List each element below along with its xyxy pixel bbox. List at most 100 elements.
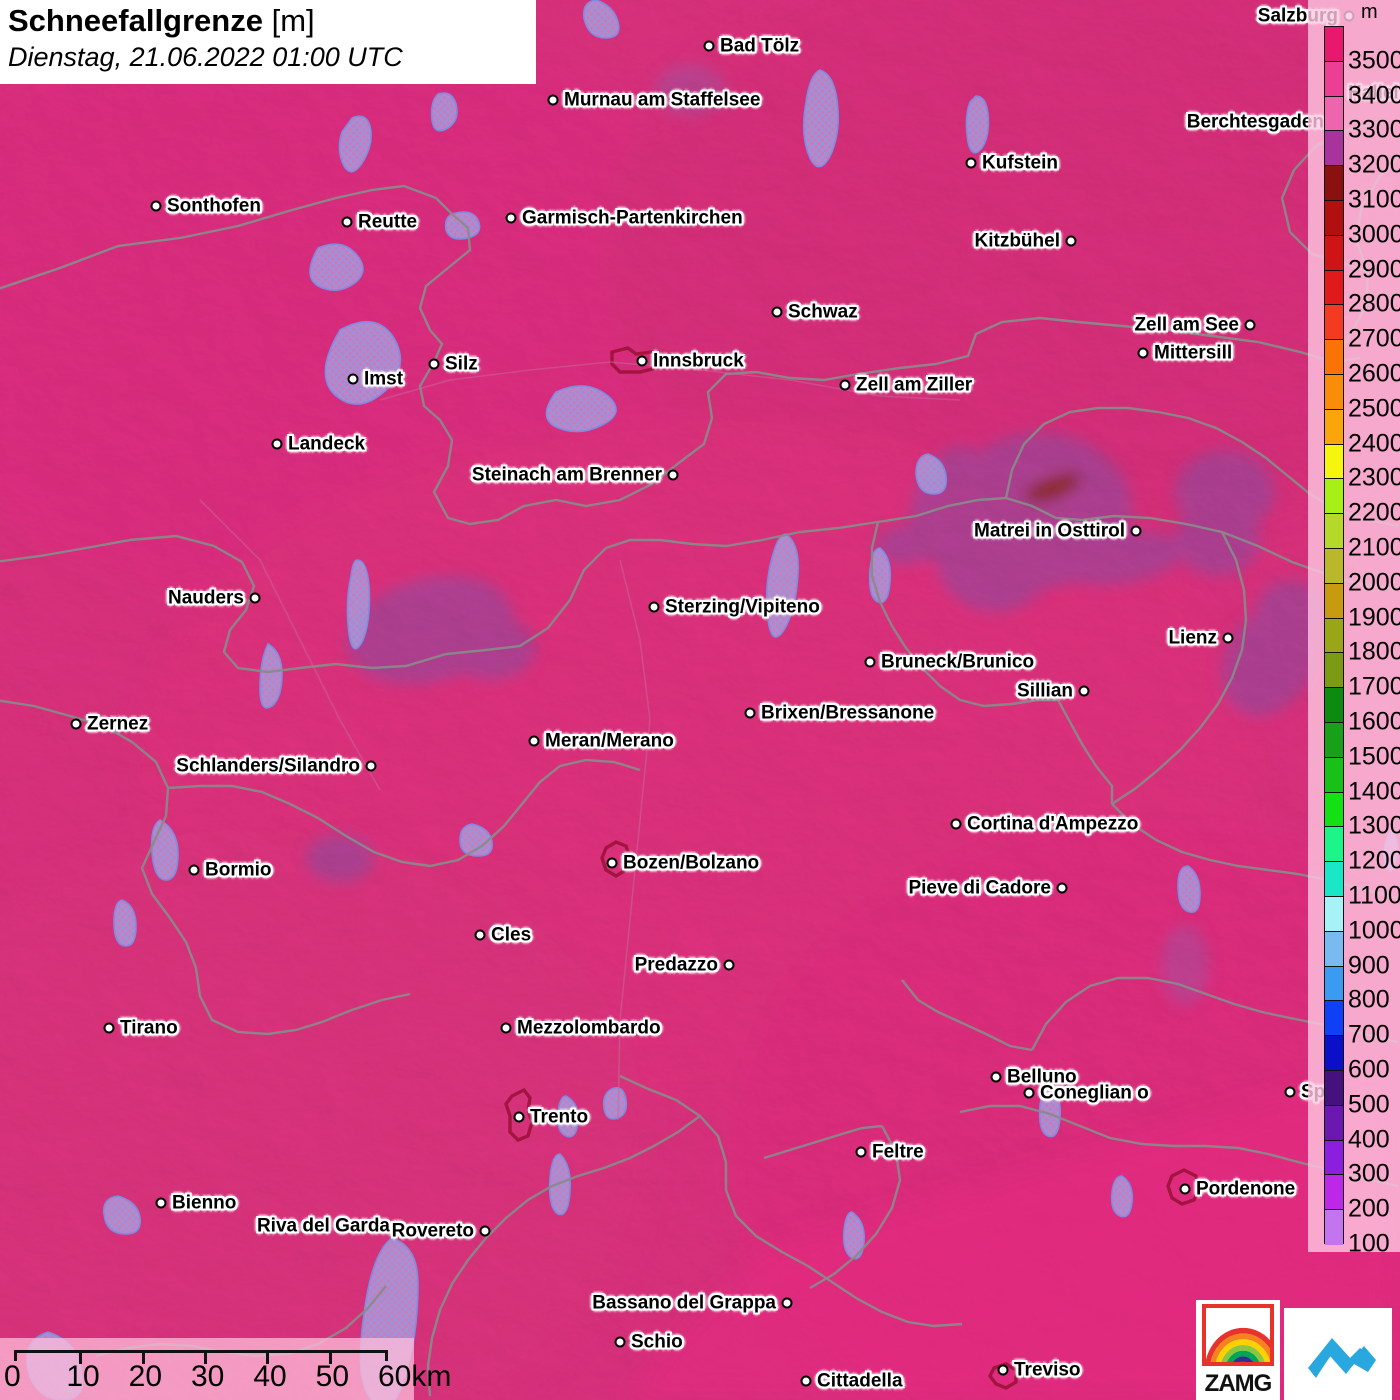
city-label: Imst (364, 368, 404, 390)
legend-tick: 2000 (1348, 568, 1400, 597)
legend-swatch (1325, 1210, 1343, 1245)
city-dot-icon (997, 1364, 1009, 1376)
legend-swatch (1325, 583, 1343, 619)
zamg-logo[interactable]: ZAMG (1196, 1300, 1280, 1400)
scale-tick (204, 1353, 207, 1364)
city-dot-icon (347, 373, 359, 385)
legend-swatch (1325, 1140, 1343, 1176)
city-label: Pordenone (1196, 1178, 1296, 1200)
city-label: Zell am See (1134, 314, 1239, 336)
legend-colorbar (1324, 26, 1344, 1245)
city-dot-icon (341, 216, 353, 228)
scale-label: 10 (66, 1360, 100, 1393)
city-dot-icon (547, 94, 559, 106)
city-label: Rovereto (391, 1220, 474, 1242)
city-dot-icon (744, 707, 756, 719)
zamg-rainbow-icon (1202, 1304, 1274, 1366)
city-dot-icon (1179, 1183, 1191, 1195)
legend-tick: 1000 (1348, 916, 1400, 945)
legend-swatch (1325, 1001, 1343, 1037)
legend-tick: 2500 (1348, 394, 1400, 423)
legend-tick: 2900 (1348, 255, 1400, 284)
legend-tick: 500 (1348, 1090, 1390, 1119)
legend-swatch (1325, 166, 1343, 201)
city-label: Landeck (288, 433, 366, 455)
legend-swatch (1325, 235, 1343, 271)
legend-tick: 1300 (1348, 811, 1400, 840)
city-dot-icon (1222, 632, 1234, 644)
city-label: Pieve di Cadore (908, 877, 1051, 899)
city-label: Bad Tölz (720, 35, 800, 57)
city-dot-icon (1130, 525, 1142, 537)
city-dot-icon (70, 718, 82, 730)
city-dot-icon (636, 355, 648, 367)
city-label: Zernez (87, 713, 149, 735)
legend-tick-labels: 3500 3400 3300 3200 3100 3000 2900 2800 2700 2600… (1346, 26, 1400, 1256)
city-label: Schwaz (788, 301, 858, 323)
legend-tick: 2600 (1348, 359, 1400, 388)
legend-tick: 1600 (1348, 707, 1400, 736)
city-dot-icon (965, 157, 977, 169)
city-dot-icon (1137, 347, 1149, 359)
city-dot-icon (1065, 235, 1077, 247)
scale-label: 50 (315, 1360, 350, 1393)
scale-tick (79, 1353, 83, 1364)
legend-tick: 3500 (1348, 46, 1400, 75)
legend-tick: 3100 (1348, 185, 1400, 214)
legend-tick: 800 (1348, 985, 1390, 1014)
scale-tick (141, 1353, 145, 1364)
legend-swatch (1325, 514, 1343, 549)
legend-swatch (1325, 409, 1343, 445)
legend-swatch (1325, 1175, 1343, 1211)
city-dot-icon (703, 40, 715, 52)
city-dot-icon (771, 306, 783, 318)
legend-tick: 200 (1348, 1194, 1390, 1223)
logo-bar: ZAMG (1196, 1300, 1392, 1400)
city-label: Schlanders/Silandro (176, 755, 360, 777)
legend-swatch (1325, 757, 1343, 793)
scale-label: 60km (378, 1360, 452, 1393)
city-label: Mezzolombardo (517, 1017, 661, 1039)
legend-swatch (1325, 792, 1343, 828)
mountain-icon (1308, 1338, 1376, 1378)
city-label: Berchtesgaden (1186, 111, 1324, 133)
city-label: Meran/Merano (545, 730, 674, 752)
city-label: Innsbruck (653, 350, 744, 372)
legend-tick: 3300 (1348, 115, 1400, 144)
legend-swatch (1325, 374, 1343, 410)
city-dot-icon (614, 1336, 626, 1348)
legend-swatch (1325, 1105, 1343, 1141)
legend-swatch (1325, 896, 1343, 932)
legend-swatch (1325, 131, 1343, 167)
city-label: Matrei in Osttirol (974, 520, 1125, 542)
legend-tick: 2800 (1348, 289, 1400, 318)
city-label: Feltre (872, 1141, 924, 1163)
city-label: Tirano (120, 1017, 178, 1039)
legend-tick: 700 (1348, 1020, 1390, 1049)
legend-panel: m 3500 3400 3300 3200 3100 3000 2900 2800 2700 26… (1308, 0, 1400, 1256)
city-dot-icon (500, 1022, 512, 1034)
legend-swatch (1325, 653, 1343, 689)
city-label: Mittersill (1154, 342, 1233, 364)
legend-swatch (1325, 1070, 1343, 1106)
geosphere-logo[interactable] (1284, 1308, 1392, 1400)
scale-label: 20 (128, 1360, 163, 1393)
city-dot-icon (667, 469, 679, 481)
legend-tick: 1700 (1348, 672, 1400, 701)
city-label: Silz (445, 353, 478, 375)
legend-tick: 1900 (1348, 603, 1400, 632)
scale-tick (266, 1353, 270, 1364)
city-dot-icon (1078, 685, 1090, 697)
city-dot-icon (839, 379, 851, 391)
city-label: Sillian (1017, 680, 1073, 702)
scale-label: 40 (253, 1360, 287, 1393)
legend-tick: 2400 (1348, 429, 1400, 458)
legend-tick: 1400 (1348, 777, 1400, 806)
legend-tick: 2200 (1348, 498, 1400, 527)
legend-swatch (1325, 340, 1343, 375)
city-label: Coneglian o (1040, 1082, 1149, 1104)
city-dot-icon (723, 959, 735, 971)
legend-swatch (1325, 270, 1343, 306)
